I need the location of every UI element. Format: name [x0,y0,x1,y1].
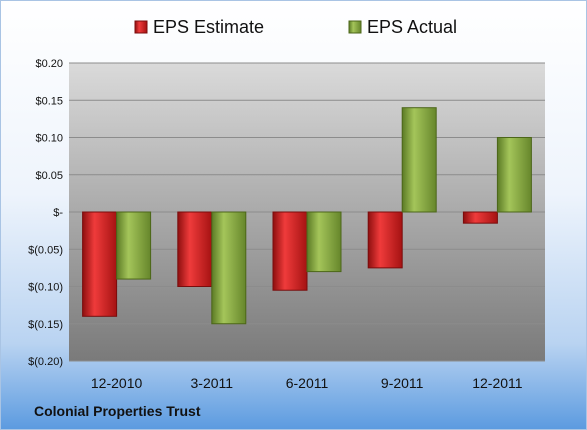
x-category-label: 9-2011 [381,375,424,391]
y-tick-label: $(0.10) [28,282,63,294]
legend-swatch-estimate [134,20,148,34]
legend-swatch-actual [348,20,362,34]
x-category-label: 3-2011 [191,375,234,391]
x-category-label: 12-2011 [472,375,523,391]
y-tick-label: $0.15 [35,95,63,107]
y-axis-ticks: $0.20 $0.15 $0.10 $0.05 $- $(0.05) $(0.10) $(0.… [28,58,63,368]
bar-estimate [82,211,118,317]
y-tick-label: $0.20 [35,58,63,70]
legend: EPS Estimate EPS Actual [134,17,457,37]
y-tick-label: $- [53,207,63,219]
y-tick-label: $(0.20) [28,356,63,368]
y-tick-label: $0.10 [35,133,63,145]
bars [82,107,532,325]
y-tick-label: $(0.15) [28,319,63,331]
x-category-label: 6-2011 [286,375,329,391]
legend-label: EPS Estimate [153,17,264,37]
bar-actual [116,211,152,280]
y-tick-label: $0.05 [35,170,63,182]
legend-label: EPS Actual [367,17,457,37]
bar-actual [496,137,532,213]
bar-estimate [367,211,403,269]
x-axis-categories: 12-2010 3-2011 6-2011 9-2011 12-2011 [91,375,523,391]
bar-estimate [272,211,308,291]
bar-actual [401,107,437,213]
y-tick-label: $(0.05) [28,244,63,256]
company-name: Colonial Properties Trust [34,403,201,419]
x-category-label: 12-2010 [91,375,143,391]
bar-estimate [177,211,213,287]
bar-actual [306,211,342,273]
bar-estimate [462,211,498,224]
bar-actual [211,211,247,325]
